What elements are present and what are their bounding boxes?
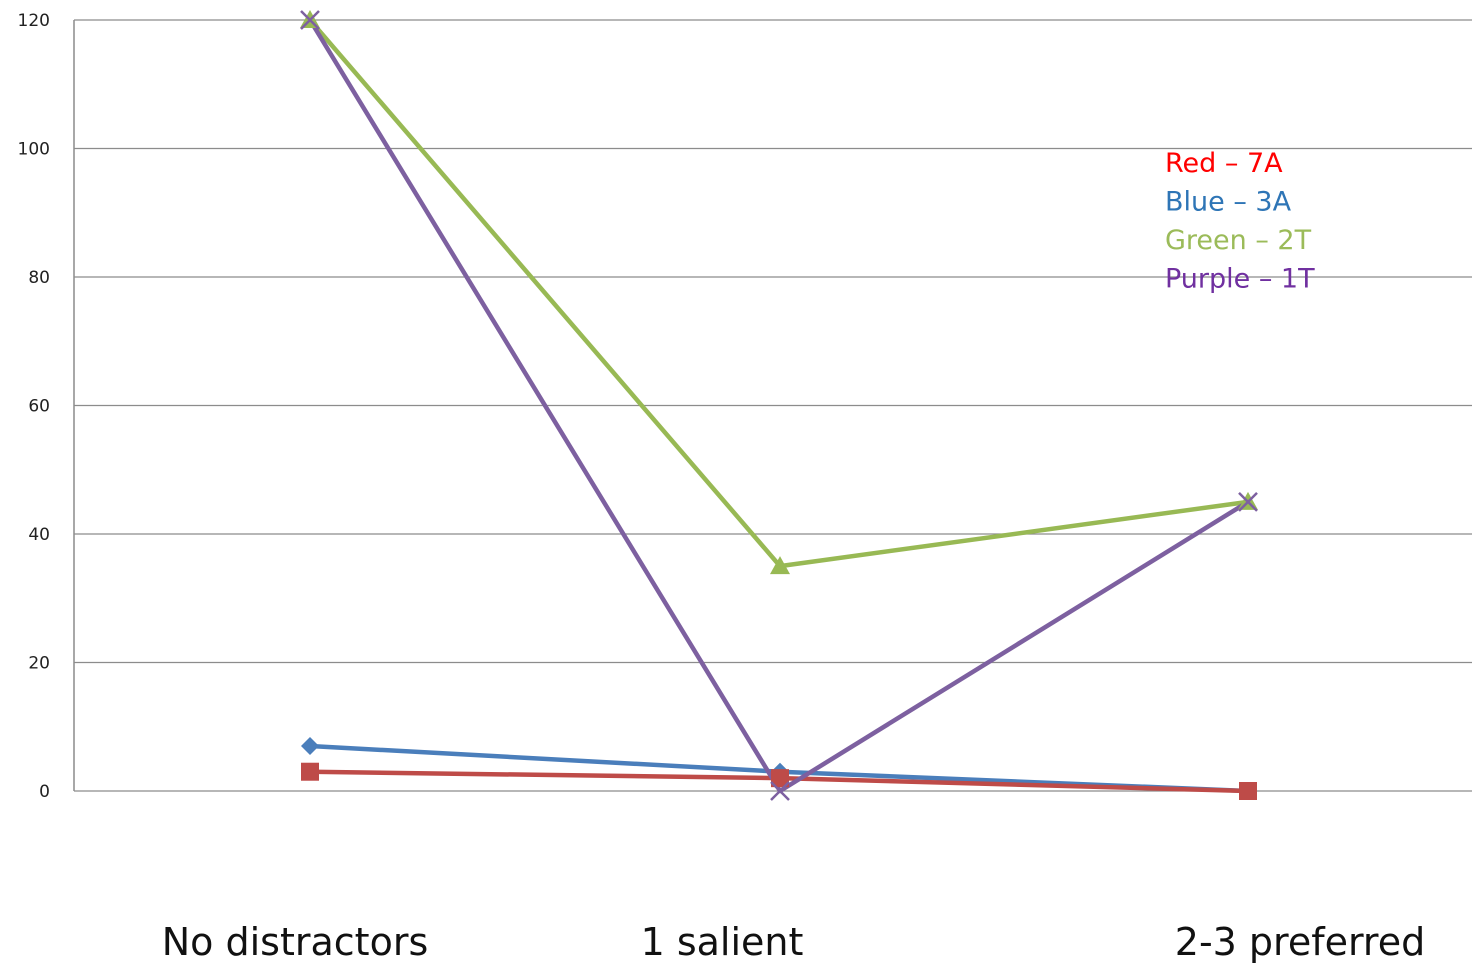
annotation-line-3: Purple – 1T — [1165, 264, 1315, 295]
marker-red-1 — [771, 769, 789, 788]
marker-purple-2 — [1238, 491, 1258, 512]
y-tick-label-100: 100 — [18, 140, 50, 160]
annotation-line-1: Blue – 3A — [1165, 187, 1292, 218]
series-markers — [300, 10, 1258, 801]
annotation-line-0: Red – 7A — [1165, 148, 1283, 179]
color-key-annotation: Red – 7A Blue – 3A Green – 2T Purple – 1T — [1165, 148, 1315, 295]
x-category-label-1: 1 salient — [641, 920, 804, 964]
series-line-green — [307, 17, 1251, 569]
x-category-labels: No distractors 1 salient 2-3 preferred — [162, 920, 1425, 964]
marker-red-0 — [301, 762, 319, 781]
y-tick-label-80: 80 — [28, 268, 50, 288]
marker-purple-1 — [770, 781, 790, 801]
marker-green-1 — [770, 556, 790, 575]
marker-purple-0 — [300, 10, 320, 30]
x-category-label-0: No distractors — [162, 920, 429, 964]
y-tick-label-0: 0 — [39, 782, 50, 802]
gridlines — [74, 19, 1472, 792]
y-tick-label-120: 120 — [18, 11, 50, 31]
y-tick-label-40: 40 — [28, 525, 50, 545]
y-tick-labels: 0 20 40 60 80 100 120 — [18, 11, 50, 802]
marker-blue-0 — [301, 737, 319, 756]
y-tick-label-60: 60 — [28, 397, 50, 417]
annotation-line-2: Green – 2T — [1165, 225, 1312, 256]
marker-red-2 — [1239, 782, 1257, 800]
y-tick-label-20: 20 — [28, 654, 50, 674]
x-category-label-2: 2-3 preferred — [1175, 920, 1425, 964]
